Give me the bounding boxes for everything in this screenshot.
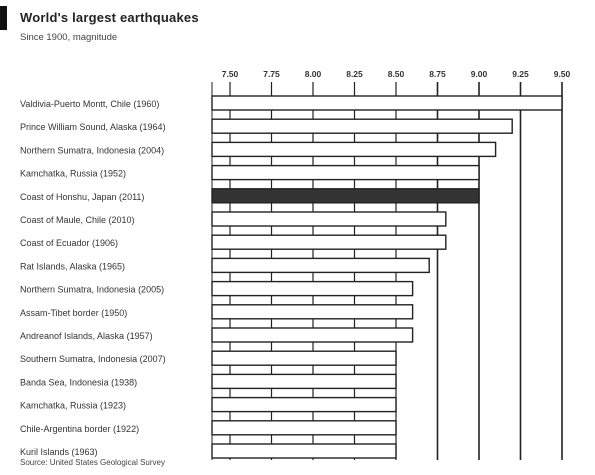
category-label: Coast of Honshu, Japan (2011): [20, 192, 144, 202]
category-label: Kamchatka, Russia (1952): [20, 169, 126, 179]
bar: [211, 118, 513, 134]
bar: [211, 396, 397, 413]
x-tick-label: 7.50: [222, 69, 239, 79]
x-tick-label: 7.75: [263, 69, 280, 79]
x-tick-label: 9.00: [471, 69, 488, 79]
x-tick-label: 8.25: [346, 69, 363, 79]
bar: [211, 95, 563, 111]
category-label: Northern Sumatra, Indonesia (2005): [20, 285, 164, 295]
bar: [211, 211, 447, 227]
x-tick-label: 9.25: [512, 69, 529, 79]
category-label: Andreanof Islands, Alaska (1957): [20, 331, 153, 341]
category-label: Assam-Tibet border (1950): [20, 308, 127, 318]
bar-highlighted: [211, 188, 480, 204]
bar: [211, 164, 480, 181]
category-label: Prince William Sound, Alaska (1964): [20, 122, 166, 132]
category-label: Banda Sea, Indonesia (1938): [20, 377, 137, 387]
title-accent-bar: [0, 6, 7, 30]
category-label: Kuril Islands (1963): [20, 447, 98, 457]
x-tick-label: 8.00: [305, 69, 322, 79]
category-label: Coast of Ecuador (1906): [20, 238, 118, 248]
bar: [211, 304, 414, 320]
category-label: Coast of Maule, Chile (2010): [20, 215, 135, 225]
bar: [211, 234, 447, 250]
bar: [211, 327, 414, 343]
bar: [211, 443, 397, 459]
bar: [211, 373, 397, 390]
x-tick-label: 9.50: [554, 69, 571, 79]
category-label: Chile-Argentina border (1922): [20, 424, 139, 434]
category-label: Valdivia-Puerto Montt, Chile (1960): [20, 99, 159, 109]
bar: [211, 280, 414, 297]
bar: [211, 141, 497, 158]
bar: [211, 257, 430, 274]
bar: [211, 350, 397, 366]
chart-source: Source: United States Geological Survey: [20, 458, 165, 467]
x-tick-label: 8.75: [429, 69, 446, 79]
category-label: Southern Sumatra, Indonesia (2007): [20, 354, 166, 364]
bar: [211, 420, 397, 436]
category-label: Rat Islands, Alaska (1965): [20, 261, 125, 271]
x-tick-label: 8.50: [388, 69, 405, 79]
category-label: Northern Sumatra, Indonesia (2004): [20, 145, 164, 155]
category-label: Kamchatka, Russia (1923): [20, 401, 126, 411]
chart-subtitle: Since 1900, magnitude: [20, 32, 118, 43]
chart-title: World's largest earthquakes: [20, 10, 199, 25]
